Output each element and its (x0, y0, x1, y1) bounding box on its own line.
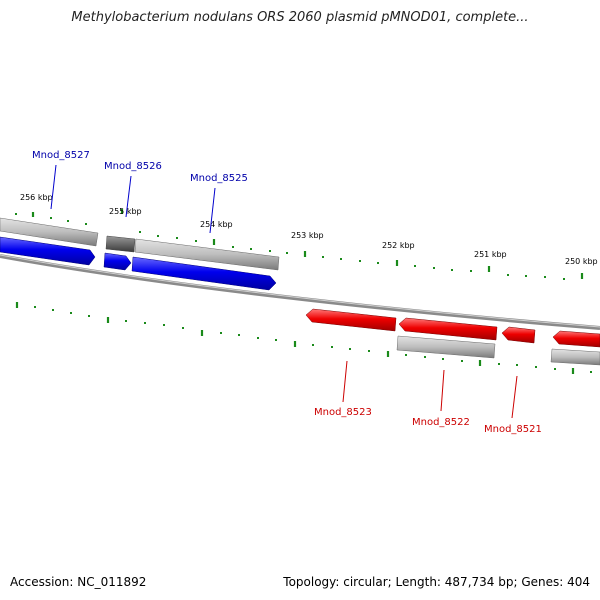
kbp-label: 253 kbp (291, 231, 324, 240)
accession-text: Accession: NC_011892 (10, 575, 147, 589)
kbp-label: 252 kbp (382, 241, 415, 250)
forward-gene (0, 236, 96, 266)
dark-gray-feature (105, 235, 136, 253)
gene-leader-lines (50, 164, 518, 419)
kbp-label: 254 kbp (200, 220, 233, 229)
reverse-gene-track (305, 308, 600, 348)
gene-label: Mnod_8523 (314, 407, 372, 418)
leader-line (209, 187, 216, 234)
forward-gene (131, 256, 277, 291)
gene-label: Mnod_8527 (32, 150, 90, 161)
kbp-label: 250 kbp (565, 257, 598, 266)
reverse-gene (552, 330, 600, 348)
upper-gray-track (0, 217, 280, 271)
leader-line (50, 164, 57, 210)
forward-gene (103, 252, 132, 271)
gene-label: Mnod_8526 (104, 161, 162, 172)
backbone (0, 254, 600, 330)
leader-line (440, 369, 445, 412)
genome-summary-text: Topology: circular; Length: 487,734 bp; … (283, 575, 590, 589)
reverse-gene (305, 308, 397, 332)
leader-line (342, 360, 348, 403)
gray-feature (550, 348, 600, 366)
lower-gray-track (396, 335, 600, 366)
reverse-gene (501, 326, 536, 344)
leader-line (125, 175, 132, 218)
gray-feature (134, 238, 280, 271)
reverse-gene (398, 317, 498, 341)
gray-feature (396, 335, 496, 359)
inner-tick-track (15, 302, 592, 374)
forward-gene-track (0, 236, 277, 291)
kbp-label: 255 kbp (109, 207, 142, 216)
gray-feature (0, 217, 99, 247)
outer-tick-track (15, 209, 584, 280)
kbp-label: 251 kbp (474, 250, 507, 259)
gene-label: Mnod_8525 (190, 173, 248, 184)
gene-label: Mnod_8521 (484, 424, 542, 435)
map-title: Methylobacterium nodulans ORS 2060 plasm… (71, 10, 529, 25)
kbp-label: 256 kbp (20, 193, 53, 202)
backbone-highlight (0, 254, 600, 328)
leader-line (511, 375, 518, 419)
gene-label: Mnod_8522 (412, 417, 470, 428)
